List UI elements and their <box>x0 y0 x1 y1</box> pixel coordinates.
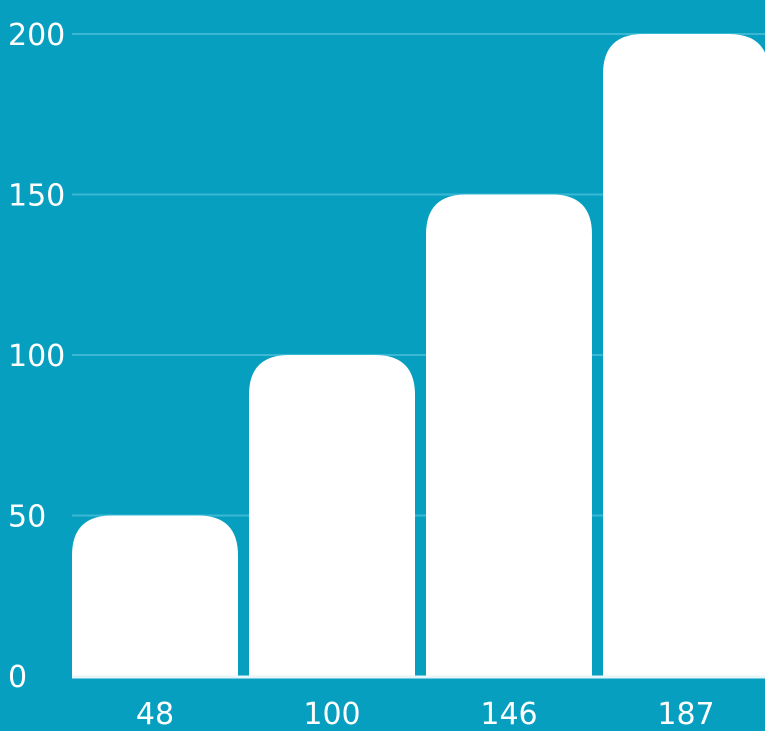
x-axis: 48 100 146 187 <box>72 675 765 731</box>
y-axis: 0 50 100 150 200 <box>8 18 65 695</box>
bar-48 <box>72 515 238 676</box>
y-tick-label-150: 150 <box>8 179 65 214</box>
y-tick-label-50: 50 <box>8 500 46 535</box>
x-tick-label-146: 146 <box>480 697 537 731</box>
y-tick-label-200: 200 <box>8 18 65 53</box>
x-tick-label-187: 187 <box>657 697 714 731</box>
bar-100 <box>249 355 415 676</box>
bar-146 <box>426 194 592 676</box>
bar-187 <box>603 34 765 676</box>
x-tick-label-100: 100 <box>303 697 360 731</box>
y-tick-label-100: 100 <box>8 339 65 374</box>
y-tick-label-0: 0 <box>8 660 27 695</box>
bars <box>72 34 765 676</box>
x-tick-label-48: 48 <box>136 697 174 731</box>
